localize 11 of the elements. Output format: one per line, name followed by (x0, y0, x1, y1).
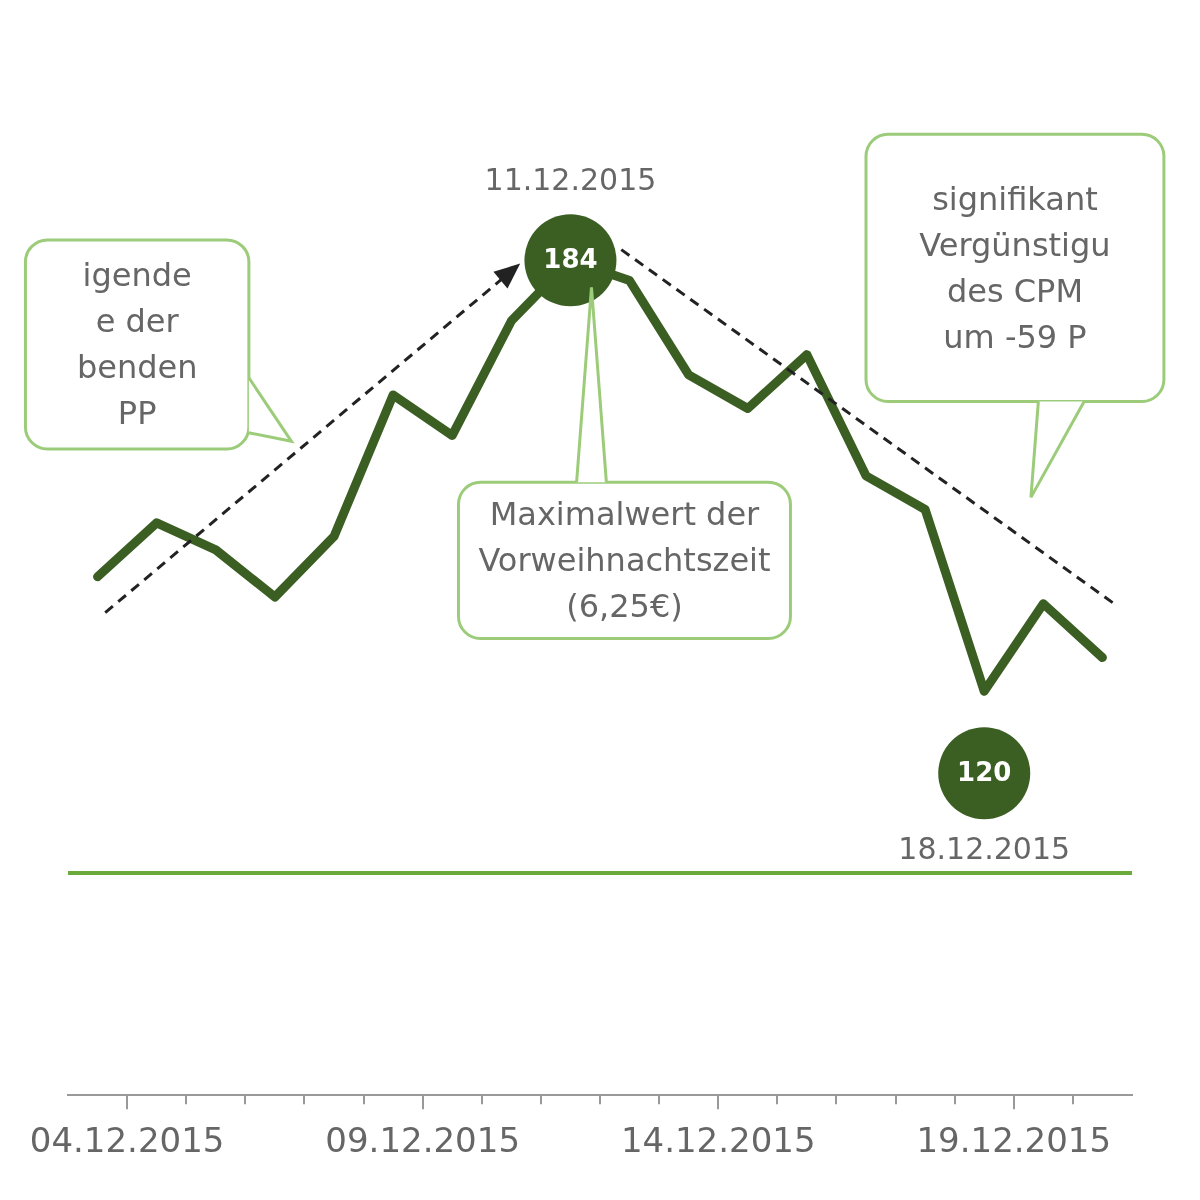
annotation: igende e der benden PP (76, 256, 198, 433)
data-label: 184 (543, 244, 598, 275)
x-tick-label: 19.12.2015 (916, 1120, 1112, 1161)
x-tick-label: 04.12.2015 (29, 1120, 225, 1161)
x-tick-label: 09.12.2015 (325, 1120, 520, 1161)
annotation: 11.12.2015 (484, 162, 657, 198)
annotation: signifikant Vergünstigu des CPM um -59 P (919, 179, 1111, 356)
annotation: Maximalwert der Vorweihnachtszeit (6,25€) (478, 495, 771, 626)
x-tick-label: 14.12.2015 (620, 1120, 816, 1161)
data-label: 120 (957, 757, 1012, 787)
text: 18.12.2015 (898, 831, 1071, 867)
